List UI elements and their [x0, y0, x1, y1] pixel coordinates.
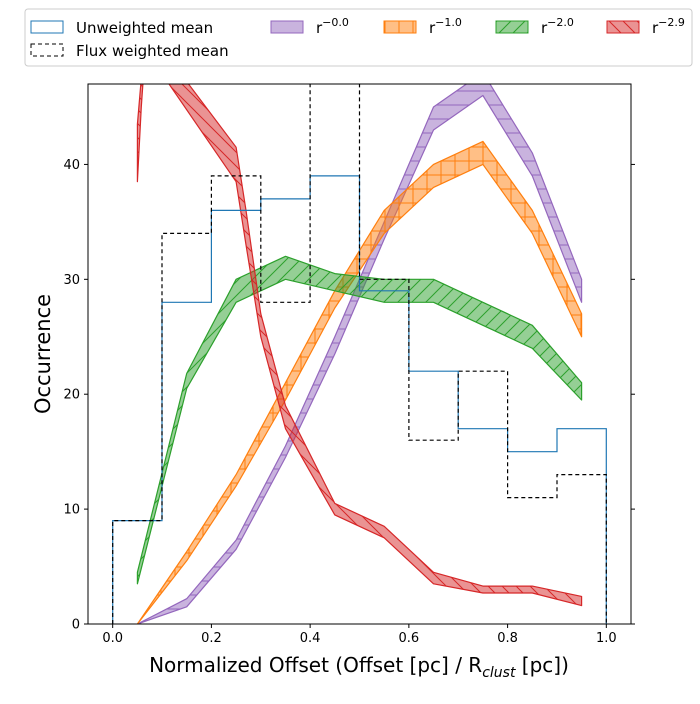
legend-r-m2p9-base: r	[652, 19, 659, 37]
legend-r-m1p0-label: r−1.0	[429, 16, 462, 37]
legend-r-m0p0-label: r−0.0	[316, 16, 349, 37]
y-tick-label: 10	[63, 503, 80, 518]
legend-bands: r−0.0 r−1.0 r−2.0 r−2.9	[270, 16, 685, 37]
legend-r-m1p0-base: r	[429, 19, 436, 37]
x-tick-label: 0.0	[102, 631, 123, 646]
legend-r-m2p0-base: r	[541, 19, 548, 37]
histogram-layer	[112, 84, 607, 624]
y-axis-label: Occurrence	[31, 294, 55, 414]
y-tick-label: 40	[63, 158, 80, 173]
y-tick-label: 20	[63, 388, 80, 403]
x-axis-label-sub: clust	[482, 665, 516, 681]
legend-swatch-unweighted	[30, 20, 64, 34]
x-tick-label: 0.6	[399, 631, 420, 646]
legend-r-m2p0-exponent: −2.0	[547, 16, 574, 29]
legend-r-m1p0: r−1.0	[383, 16, 462, 37]
legend-r-m1p0-exponent: −1.0	[435, 16, 462, 29]
legend-r-m0p0-exponent: −0.0	[322, 16, 349, 29]
x-axis-label-main: Normalized Offset (Offset [pc] / R	[149, 653, 482, 677]
legend-swatch-flux-weighted	[30, 43, 64, 57]
legend-r-m2p9: r−2.9	[606, 16, 685, 37]
x-axis-label: Normalized Offset (Offset [pc] / Rclust …	[149, 653, 569, 681]
y-tick-label: 30	[63, 273, 80, 288]
band-r-m1p0	[136, 140, 583, 624]
band-r-m1p0-outline	[136, 140, 583, 624]
legend-r-m2p9-swatch	[606, 20, 640, 34]
band-r-m2p9	[136, 84, 583, 607]
bands-layer	[136, 84, 583, 624]
band-r-m2p9-outline	[136, 84, 583, 607]
legend-r-m1p0-swatch	[383, 20, 417, 34]
histogram-flux-weighted	[112, 84, 607, 624]
legend-r-m2p9-exponent: −2.9	[658, 16, 685, 29]
legend-r-m2p9-label: r−2.9	[652, 16, 685, 37]
legend-r-m2p0: r−2.0	[495, 16, 574, 37]
x-tick-label: 0.4	[300, 631, 321, 646]
band-r-m2p0-outline	[136, 255, 583, 585]
ticks-layer: 0.0 0.2 0.4 0.6 0.8 1.0 0 10 20 30 40	[63, 158, 635, 646]
x-axis-label-tail: [pc])	[515, 653, 568, 677]
legend-r-m2p0-label: r−2.0	[541, 16, 574, 37]
legend: Unweighted mean Flux weighted mean r−0.0…	[24, 8, 693, 67]
legend-label-flux-weighted: Flux weighted mean	[76, 42, 229, 60]
x-tick-label: 0.8	[497, 631, 518, 646]
legend-r-m0p0: r−0.0	[270, 16, 349, 37]
legend-r-m2p0-swatch	[495, 20, 529, 34]
legend-label-unweighted: Unweighted mean	[76, 19, 213, 37]
x-tick-label: 1.0	[596, 631, 617, 646]
x-tick-label: 0.2	[201, 631, 222, 646]
y-tick-label: 0	[72, 618, 80, 633]
legend-r-m0p0-swatch	[270, 20, 304, 34]
band-r-m2p0	[136, 255, 583, 585]
axes-frame	[87, 83, 632, 625]
legend-r-m0p0-base: r	[316, 19, 323, 37]
